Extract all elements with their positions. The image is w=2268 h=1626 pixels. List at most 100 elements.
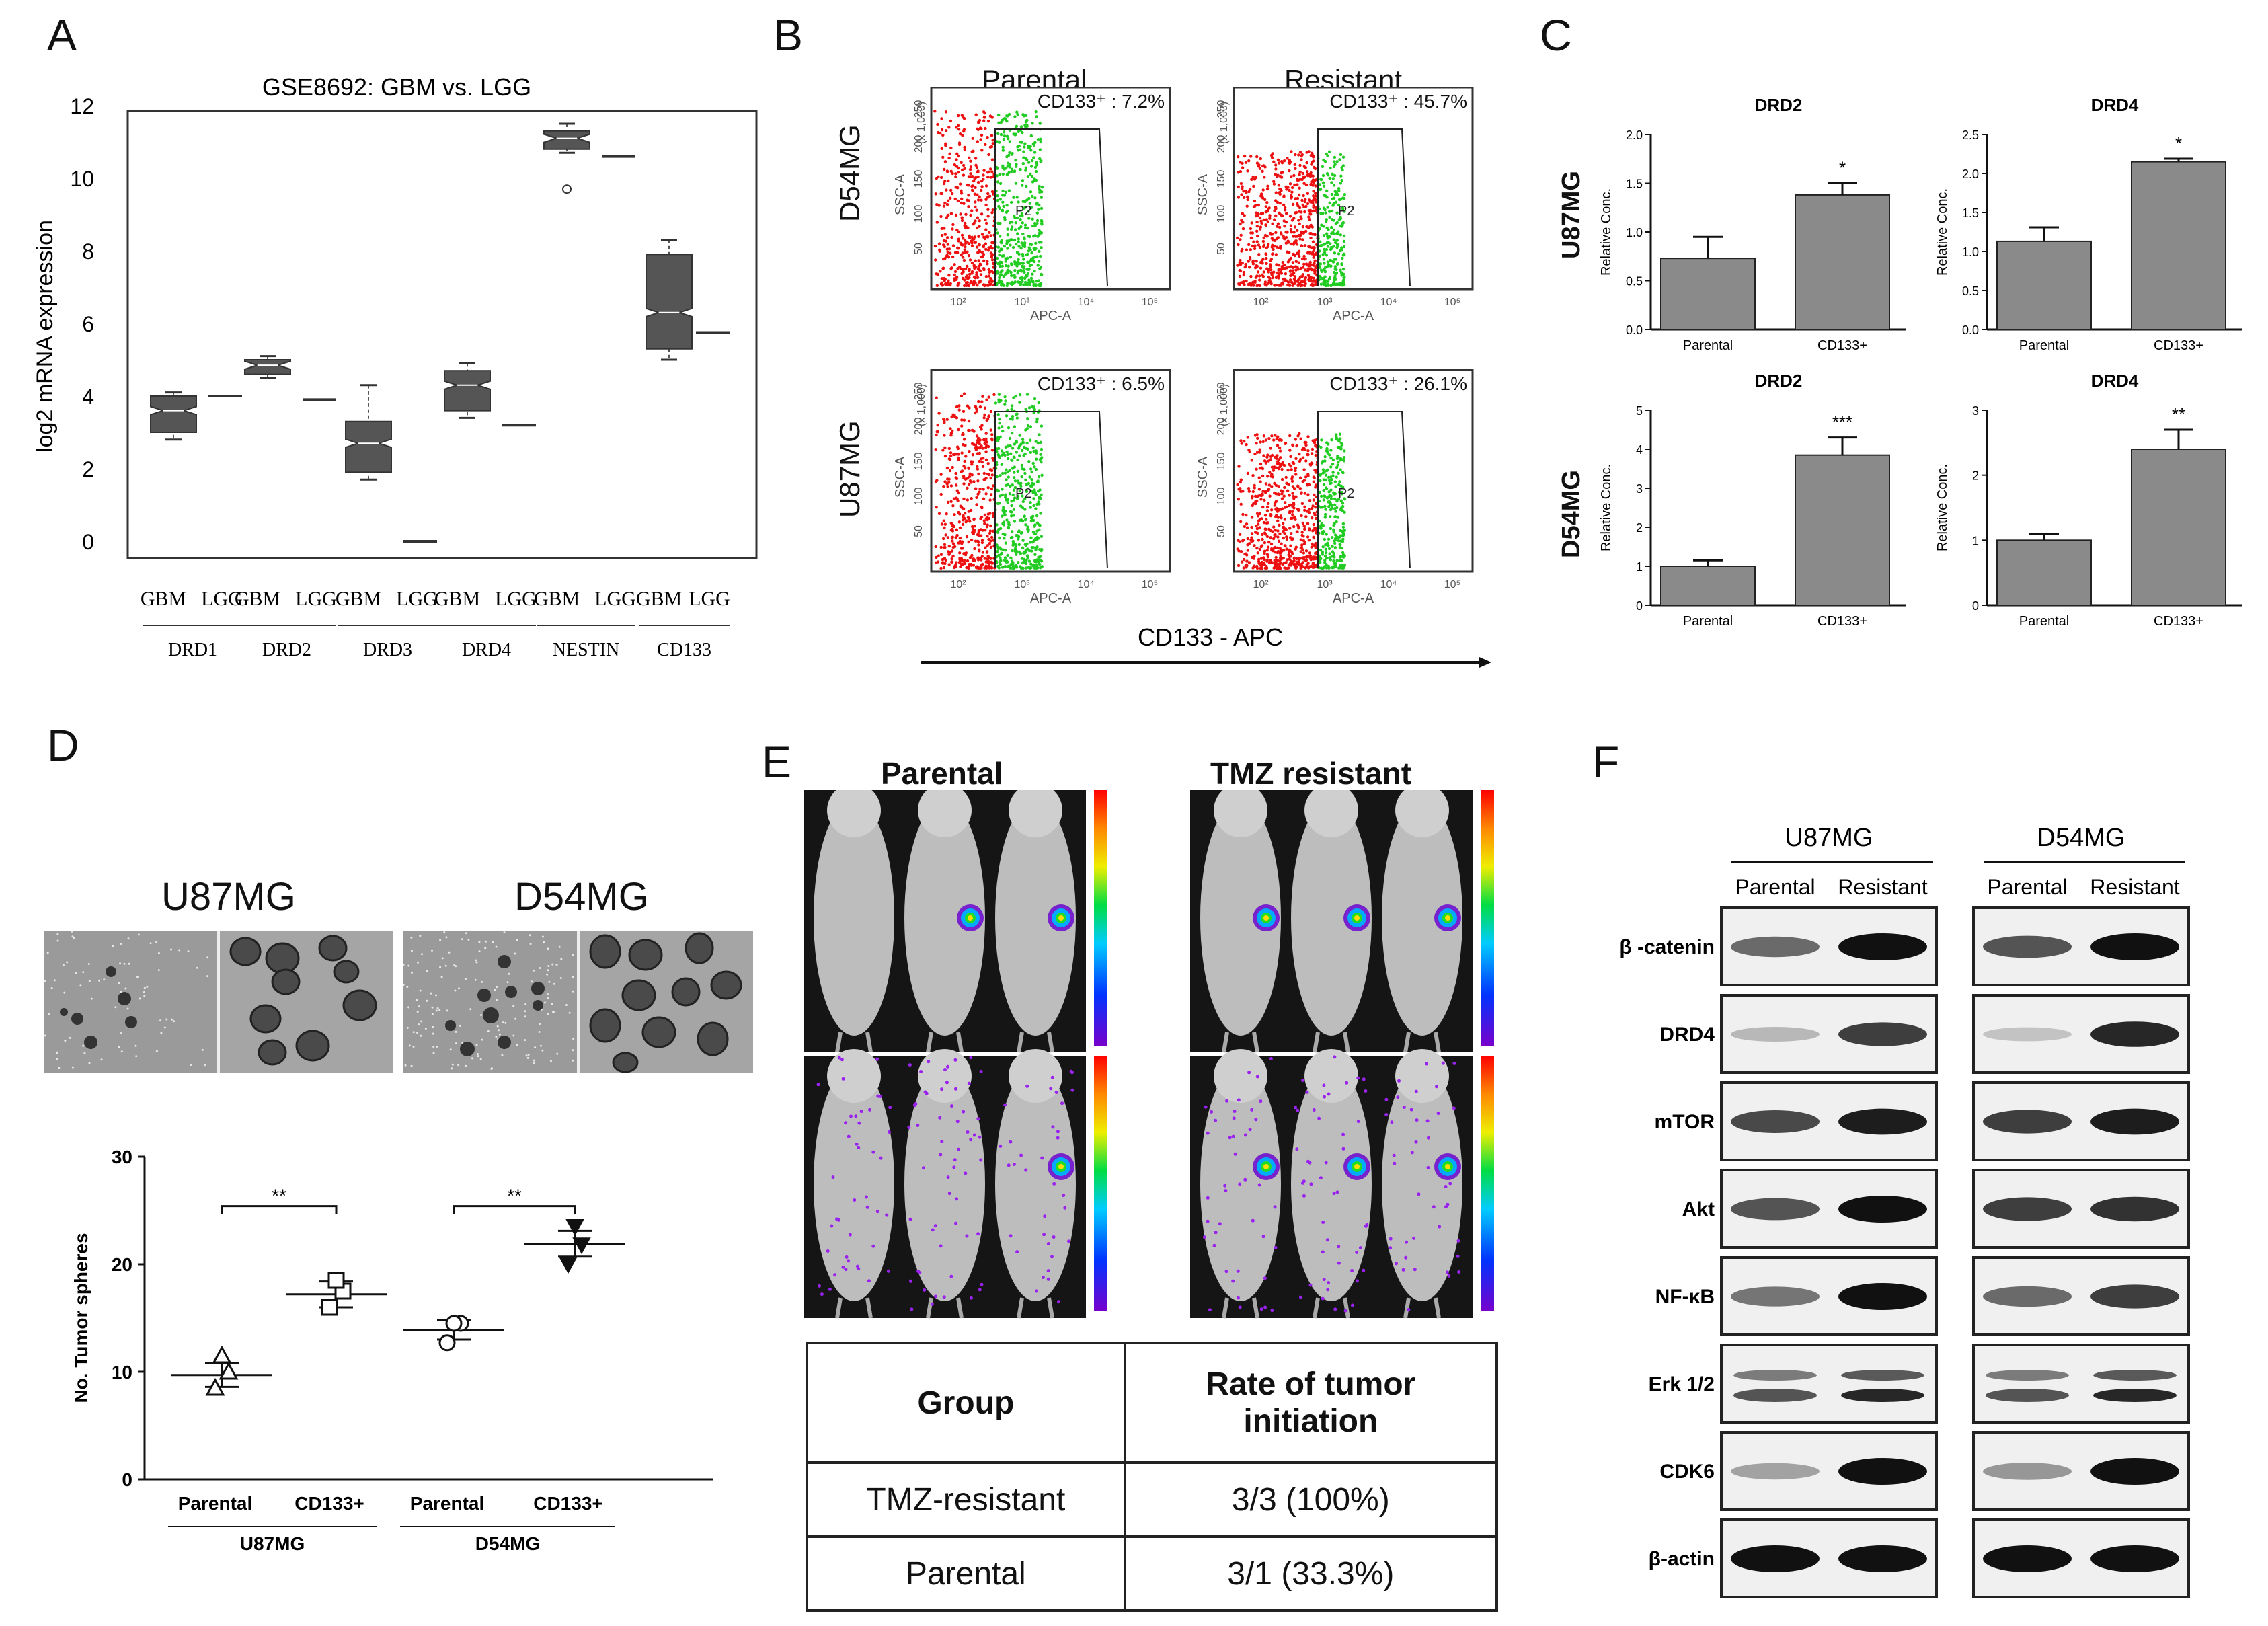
flow-event — [1035, 545, 1039, 549]
blot-band — [2090, 1108, 2179, 1135]
flow-event — [1302, 254, 1306, 258]
signal-speck — [1043, 1214, 1047, 1218]
flow-event — [1306, 202, 1310, 206]
flow-event — [1033, 255, 1037, 259]
signal-speck — [1243, 1133, 1247, 1137]
flow-event — [966, 559, 970, 563]
flow-event — [1322, 234, 1326, 237]
mouse-leg — [1403, 1032, 1411, 1053]
flow-event — [1033, 531, 1036, 535]
flow-event — [934, 545, 937, 549]
flow-event — [936, 272, 940, 276]
flow-event — [1040, 231, 1044, 235]
flow-event — [950, 415, 953, 419]
signal-speck — [854, 1114, 858, 1118]
flow-event — [1327, 543, 1330, 547]
mouse-body — [1382, 800, 1462, 1036]
flow-event — [1300, 217, 1303, 221]
flow-event — [939, 473, 943, 476]
flow-event — [1260, 466, 1263, 469]
flow-event — [1319, 527, 1323, 530]
flow-event — [1035, 211, 1039, 215]
flow-event — [1286, 260, 1290, 264]
flow-event — [951, 171, 954, 176]
flow-event — [984, 275, 988, 278]
flow-event — [939, 215, 943, 219]
protein-label: β -catenin — [1619, 936, 1715, 958]
flow-event — [1341, 522, 1345, 526]
flow-event — [1295, 530, 1299, 533]
gene-label: DRD4 — [462, 640, 511, 660]
flow-event — [976, 193, 979, 196]
flow-event — [982, 416, 986, 420]
flow-event — [968, 236, 972, 239]
flow-event — [1332, 202, 1335, 205]
flow-event — [997, 528, 1001, 531]
signal-speck — [1350, 1303, 1354, 1307]
flow-event — [988, 246, 991, 250]
flow-event — [1024, 166, 1028, 169]
flow-event — [1298, 206, 1302, 210]
x-tick-label: CD133+ — [295, 1493, 364, 1514]
flow-event — [976, 492, 980, 496]
debris-dot — [406, 986, 409, 988]
flow-event — [1007, 523, 1011, 527]
flow-event — [1296, 251, 1300, 255]
flow-event — [989, 545, 992, 549]
signal-speck — [1233, 1152, 1237, 1156]
debris-dot — [410, 950, 413, 952]
y-tick-label: 3 — [1636, 482, 1643, 496]
flow-event — [1331, 545, 1334, 548]
flow-yscale: (x 1,000) — [1218, 102, 1230, 144]
signal-speck — [1345, 1081, 1349, 1085]
flow-event — [1009, 514, 1013, 518]
debris-dot — [496, 999, 498, 1001]
flow-event — [1253, 434, 1257, 437]
flow-event — [990, 241, 994, 245]
flow-event — [977, 531, 980, 534]
flow-event — [977, 121, 980, 124]
sphere — [483, 1007, 499, 1023]
flow-event — [1319, 188, 1322, 192]
flow-event — [1323, 565, 1327, 568]
flow-event — [960, 233, 964, 237]
y-tick-label: 2.0 — [1962, 167, 1979, 181]
flow-event — [1335, 192, 1339, 196]
flow-event — [1319, 566, 1323, 570]
flow-event — [1261, 169, 1264, 173]
flow-event — [976, 198, 980, 202]
flow-event — [939, 545, 943, 549]
flow-event — [1296, 283, 1300, 286]
flow-event — [1281, 522, 1285, 525]
flow-event — [1025, 558, 1028, 562]
panel-letter-e: E — [762, 737, 792, 787]
box-body — [244, 359, 291, 375]
flow-event — [1335, 520, 1338, 524]
flow-event — [983, 413, 986, 417]
flow-event — [1312, 190, 1315, 193]
flow-event — [962, 507, 966, 510]
signal-speck — [848, 1233, 852, 1237]
debris-dot — [461, 938, 463, 941]
flow-event — [984, 458, 988, 461]
flow-event — [1326, 154, 1329, 157]
flow-event — [1263, 498, 1266, 502]
signal-speck — [1412, 1236, 1416, 1240]
panel-e-imaging — [804, 790, 1494, 1319]
flow-event — [971, 282, 975, 286]
flow-event — [975, 503, 978, 506]
flow-event — [1303, 527, 1306, 531]
flow-event — [995, 256, 999, 260]
flow-event — [1255, 564, 1259, 568]
flow-event — [1248, 188, 1252, 191]
flow-gate-name: P2 — [1015, 486, 1031, 501]
flow-ytick: 250 — [913, 100, 925, 118]
flow-event — [1280, 233, 1283, 236]
flow-event — [1304, 183, 1308, 187]
flow-ytick: 100 — [1216, 488, 1227, 506]
debris-dot — [502, 1021, 504, 1023]
debris-dot — [435, 994, 437, 997]
debris-dot — [438, 1009, 441, 1011]
flow-event — [962, 128, 966, 131]
flow-event — [1294, 239, 1298, 243]
